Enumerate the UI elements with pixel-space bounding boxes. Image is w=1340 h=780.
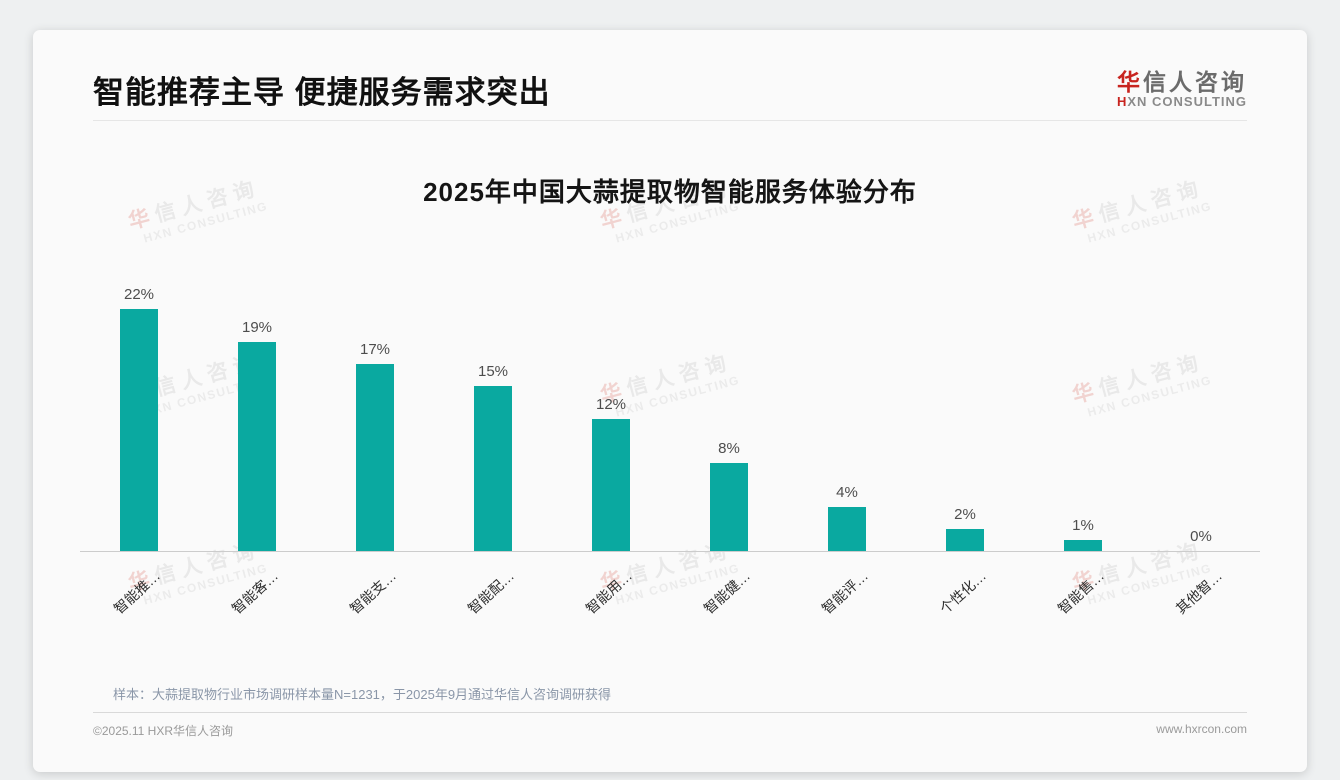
bar-group: 15%: [434, 363, 552, 551]
bar-value-label: 4%: [836, 484, 858, 501]
report-card: 智能推荐主导 便捷服务需求突出 华信人咨询 HXN CONSULTING 华信人…: [33, 30, 1307, 772]
bar: [238, 342, 276, 551]
bar: [1064, 540, 1102, 551]
report-footer: ©2025.11 HXR华信人咨询 www.hxrcon.com: [93, 712, 1247, 772]
x-axis-label: 智能推…: [110, 567, 164, 617]
bar-value-label: 1%: [1072, 517, 1094, 534]
copyright-text: ©2025.11 HXR华信人咨询: [93, 724, 233, 738]
bar-value-label: 2%: [954, 506, 976, 523]
bar-group: 2%: [906, 506, 1024, 551]
x-axis-label: 其他智…: [1172, 567, 1226, 617]
bar-group: 1%: [1024, 517, 1142, 551]
bar-value-label: 19%: [241, 319, 273, 336]
bar-group: 17%: [316, 341, 434, 551]
bar: [592, 419, 630, 551]
x-axis-label: 智能支…: [346, 567, 400, 617]
bar-value-label: 22%: [123, 286, 155, 303]
logo-english-name: HXN CONSULTING: [1116, 94, 1247, 110]
x-axis-label: 智能用…: [582, 567, 636, 617]
x-axis-label: 智能客…: [228, 567, 282, 617]
bar-value-label: 8%: [718, 440, 740, 457]
x-axis-label: 智能健…: [700, 567, 754, 617]
x-axis-labels: 智能推… 智能客… 智能支… 智能配… 智能用… 智能健… 智能评… 个性化… 智能售… 其他智…: [80, 566, 1260, 656]
bar: [946, 529, 984, 551]
company-logo: 华信人咨询 HXN CONSULTING: [1117, 69, 1247, 112]
bar: [356, 364, 394, 551]
report-header: 智能推荐主导 便捷服务需求突出 华信人咨询 HXN CONSULTING: [93, 30, 1247, 121]
x-axis-label: 个性化…: [936, 567, 990, 617]
bar-group: 8%: [670, 440, 788, 551]
bar-group: 12%: [552, 396, 670, 551]
x-axis-label: 智能售…: [1054, 567, 1108, 617]
bar: [120, 309, 158, 551]
x-axis-label: 智能配…: [464, 567, 518, 617]
bar-value-label: 15%: [477, 363, 509, 380]
bar-value-label: 0%: [1190, 528, 1212, 545]
bar: [828, 507, 866, 551]
bar-group: 0%: [1142, 528, 1260, 551]
chart-title: 2025年中国大蒜提取物智能服务体验分布: [423, 177, 917, 207]
bar-value-label: 12%: [595, 396, 627, 413]
bar-chart: 22% 19% 17% 15% 12% 8% 4% 2% 1% 0%: [80, 271, 1260, 552]
bar-group: 19%: [198, 319, 316, 551]
bar-group: 4%: [788, 484, 906, 551]
x-axis-label: 智能评…: [818, 567, 872, 617]
bar: [474, 386, 512, 551]
website-link[interactable]: www.hxrcon.com: [1156, 722, 1247, 736]
page-title: 智能推荐主导 便捷服务需求突出: [93, 75, 551, 110]
bar-group: 22%: [80, 286, 198, 551]
logo-chinese-name: 华信人咨询: [1116, 68, 1247, 95]
bar: [710, 463, 748, 551]
sample-note: 样本：大蒜提取物行业市场调研样本量N=1231，于2025年9月通过华信人咨询调…: [113, 687, 612, 702]
bar-value-label: 17%: [359, 341, 391, 358]
